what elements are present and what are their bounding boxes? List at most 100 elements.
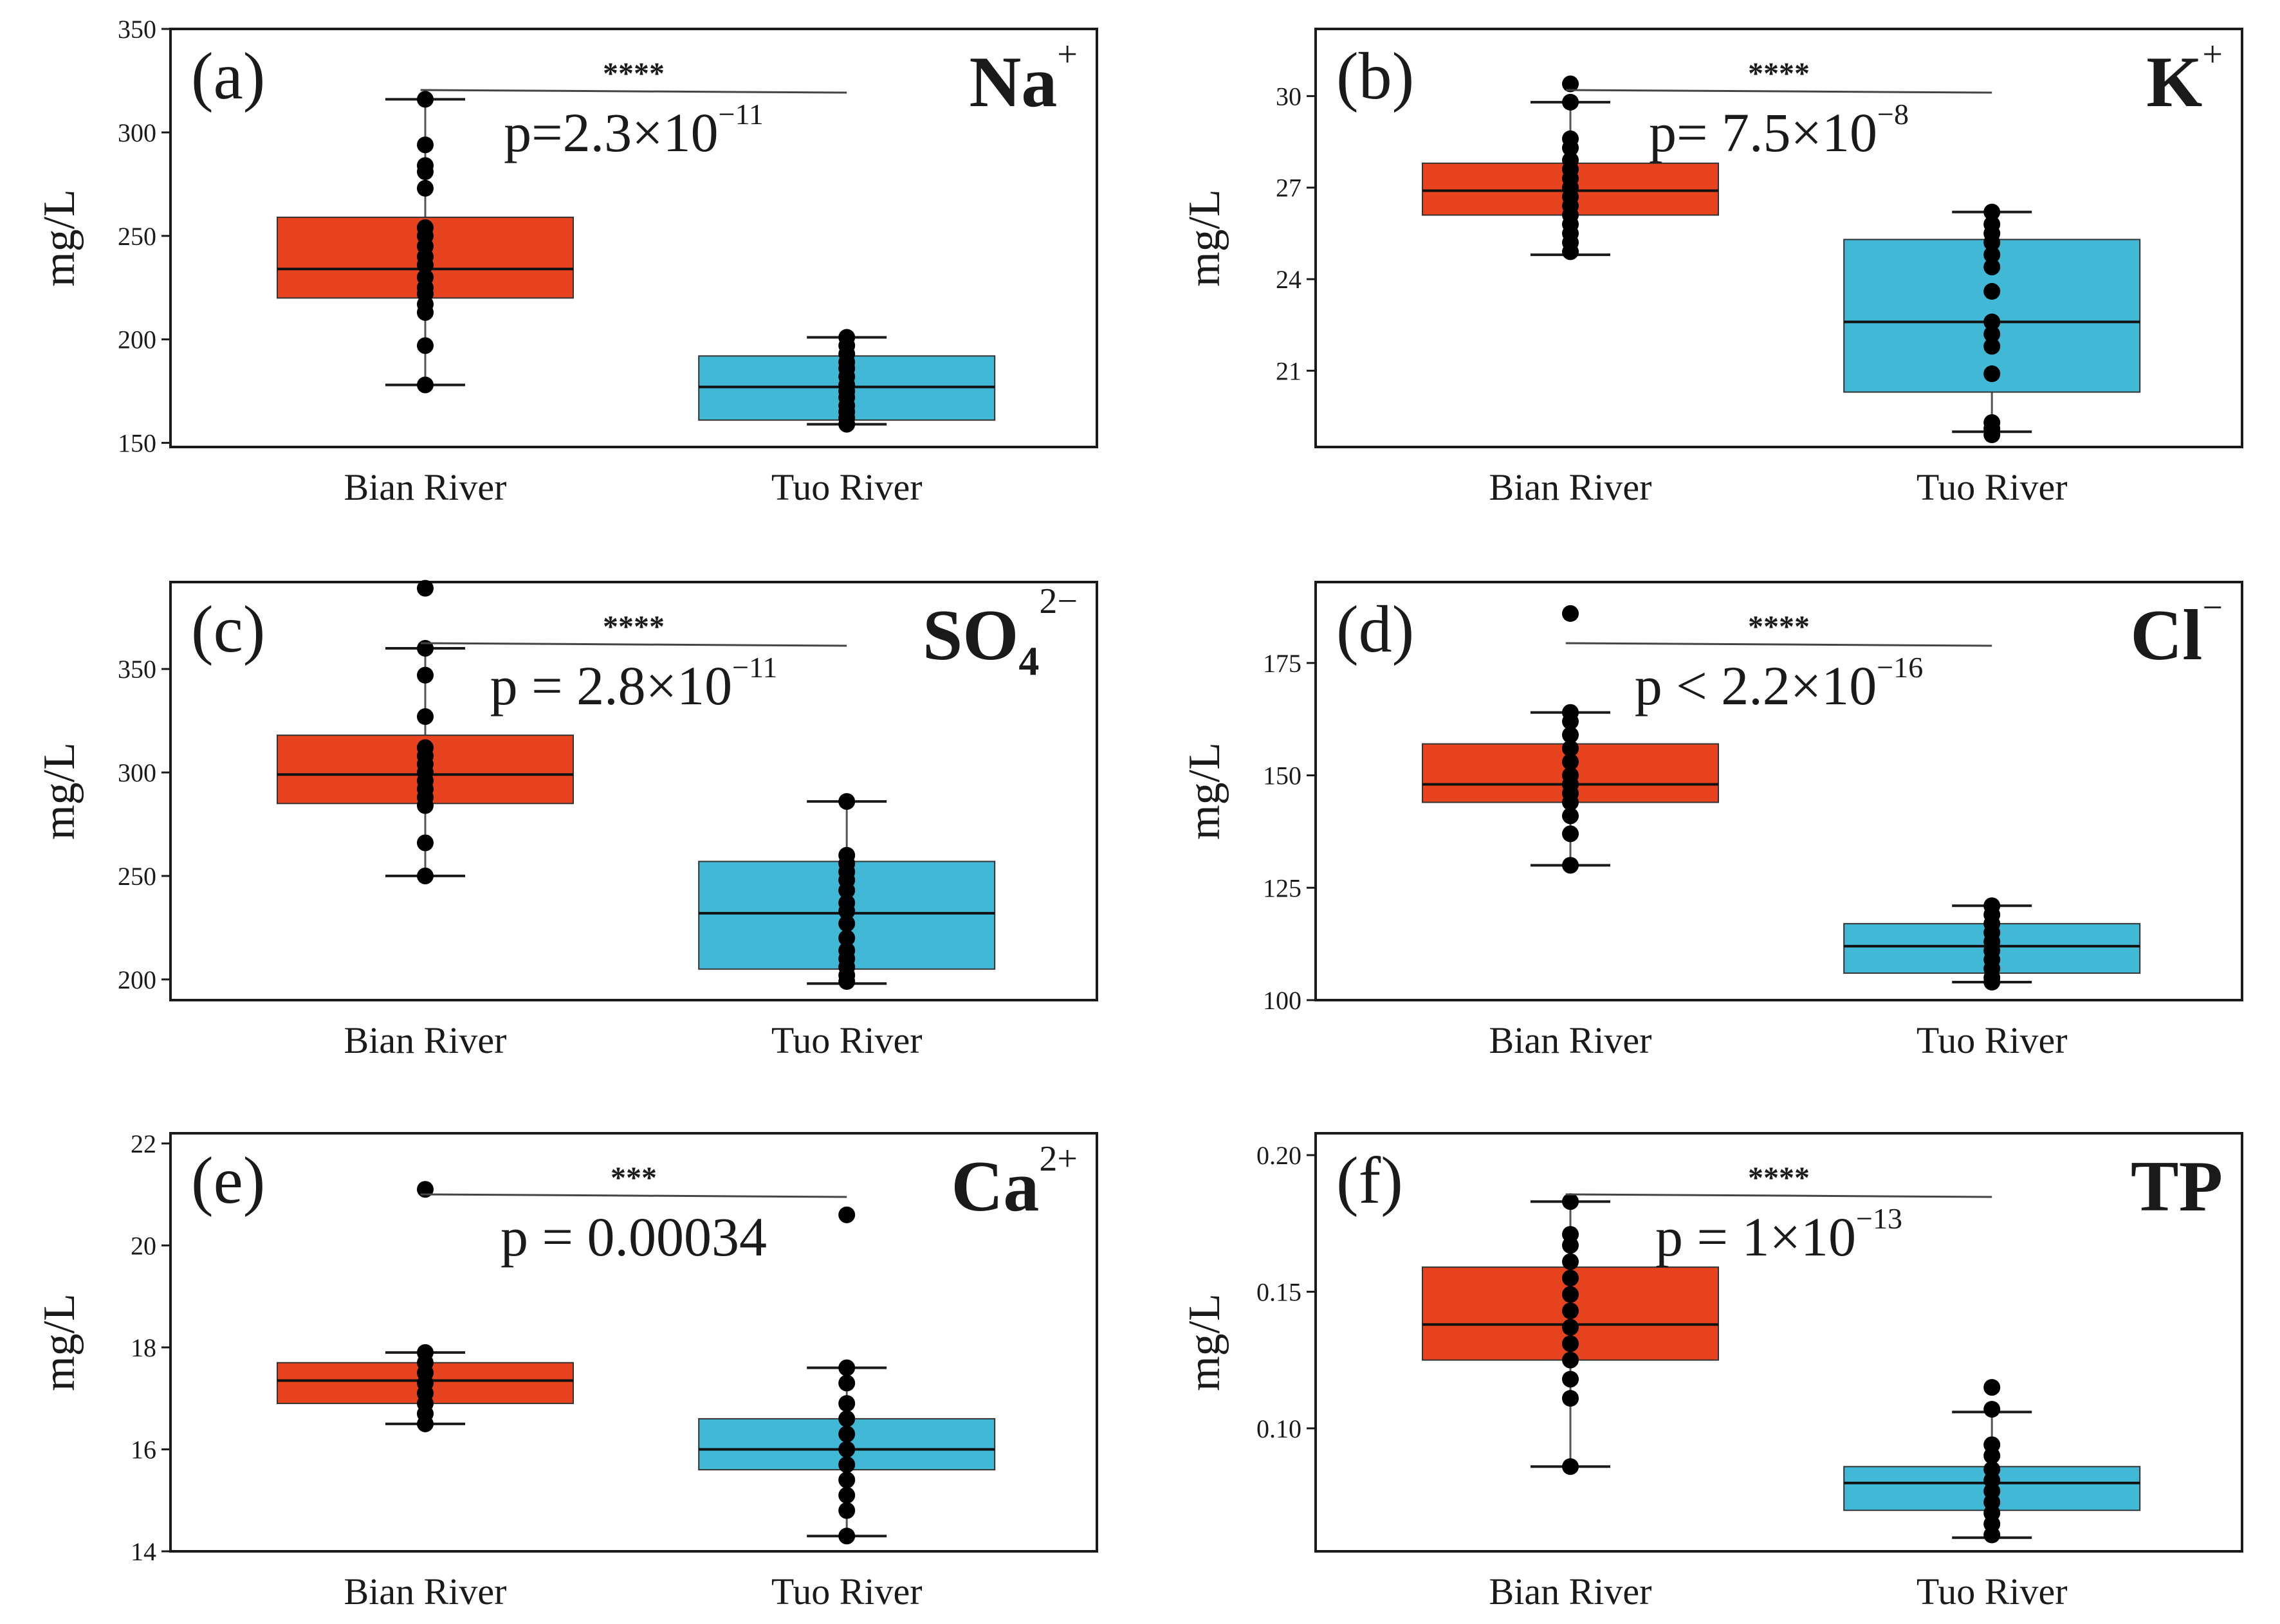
data-point — [1562, 1458, 1579, 1475]
data-point — [417, 376, 434, 394]
box-tuo-river — [698, 329, 996, 433]
data-point — [838, 1472, 856, 1489]
panel-label: (f) — [1336, 1144, 1403, 1218]
x-category-label: Bian River — [1489, 466, 1652, 508]
y-tick-label: 350 — [118, 655, 156, 684]
data-point — [1562, 807, 1579, 825]
p-value-exponent: −11 — [719, 98, 764, 131]
significance-bar — [420, 89, 847, 94]
y-tick-label: 27 — [1276, 174, 1301, 203]
y-tick-label: 125 — [1263, 873, 1301, 902]
panel-d: 100 125 150 175 mg/L Bian River Tuo River (d) Cl… — [1180, 581, 2243, 1061]
box-bian-river — [1422, 75, 1719, 260]
significance-bar — [1565, 89, 1992, 94]
ion-base: Na — [970, 42, 1058, 122]
p-value-exponent: −11 — [732, 651, 777, 684]
y-axis-title: mg/L — [35, 189, 84, 287]
y-tick-label: 200 — [118, 965, 156, 994]
x-category-label: Tuo River — [1917, 466, 2068, 508]
significance-bar — [1565, 1193, 1992, 1198]
y-axis-title: mg/L — [1180, 742, 1229, 840]
data-point — [1562, 1371, 1579, 1388]
data-point — [838, 1395, 856, 1412]
x-category-label: Bian River — [1489, 1571, 1652, 1612]
ion-base: Cl — [2130, 596, 2202, 675]
data-point — [1562, 1390, 1579, 1407]
y-tick-label: 16 — [131, 1435, 156, 1464]
significance-bar — [420, 642, 847, 647]
data-point — [1562, 857, 1579, 874]
y-tick-label: 100 — [1263, 986, 1301, 1015]
panel-label: (a) — [191, 39, 265, 113]
significance-bar — [1565, 642, 1992, 647]
box-tuo-river — [1843, 1379, 2141, 1544]
ion-label: TP — [2131, 1147, 2223, 1227]
y-tick-label: 175 — [1263, 649, 1301, 678]
box-tuo-river — [1843, 203, 2141, 444]
data-point — [1983, 313, 2001, 331]
p-value-exponent: −16 — [1877, 651, 1923, 684]
y-tick-label: 250 — [118, 862, 156, 891]
ion-superscript: + — [2202, 35, 2223, 75]
data-point — [838, 1528, 856, 1545]
x-category-label: Bian River — [344, 1019, 507, 1061]
data-point — [1562, 1302, 1579, 1320]
data-point — [417, 337, 434, 354]
significance-stars: **** — [1748, 610, 1810, 644]
y-tick-label: 350 — [118, 15, 156, 44]
ion-base: K — [2146, 42, 2202, 122]
data-point — [417, 304, 434, 321]
y-tick-label: 250 — [118, 222, 156, 251]
x-category-label: Tuo River — [771, 1571, 923, 1612]
p-value-base: p = 1×10 — [1655, 1206, 1856, 1268]
x-category-label: Tuo River — [771, 1019, 923, 1061]
data-point — [1983, 1526, 2001, 1544]
y-tick-label: 150 — [118, 429, 156, 458]
box-tuo-river — [1843, 897, 2141, 991]
p-value-exponent: −13 — [1856, 1202, 1902, 1235]
data-point — [1562, 1286, 1579, 1303]
data-point — [838, 793, 856, 810]
data-point — [838, 973, 856, 990]
data-point — [1983, 283, 2001, 300]
significance-stars: **** — [1748, 57, 1810, 91]
p-value: p = 2.8×10−11 — [490, 651, 778, 716]
ion-label: Na+ — [970, 35, 1078, 122]
y-tick-label: 0.15 — [1256, 1277, 1301, 1306]
y-axis-title: mg/L — [35, 1293, 84, 1391]
data-point — [1562, 740, 1579, 757]
data-point — [838, 915, 856, 932]
p-value: p < 2.2×10−16 — [1635, 651, 1923, 716]
ion-base: TP — [2131, 1147, 2223, 1227]
ion-subscript: 4 — [1018, 638, 1039, 684]
y-tick-label: 200 — [118, 325, 156, 354]
y-tick-label: 24 — [1276, 265, 1301, 294]
y-tick-label: 150 — [1263, 762, 1301, 790]
y-axis-title: mg/L — [1180, 189, 1229, 287]
data-point — [1562, 1351, 1579, 1369]
data-point — [1562, 825, 1579, 843]
data-point — [1983, 325, 2001, 343]
data-point — [1983, 974, 2001, 991]
ion-base: Ca — [952, 1147, 1040, 1227]
box-bian-river — [277, 579, 574, 884]
data-point — [1983, 426, 2001, 444]
data-point — [1983, 203, 2001, 221]
y-tick-label: 21 — [1276, 356, 1301, 385]
data-point — [417, 256, 434, 273]
p-value: p= 7.5×10−8 — [1649, 98, 1909, 163]
data-point — [838, 929, 856, 947]
y-tick-label: 0.20 — [1256, 1141, 1301, 1170]
box-bian-river — [277, 91, 574, 394]
box-tuo-river — [698, 1206, 996, 1545]
significance-bar — [420, 1193, 847, 1198]
x-category-label: Tuo River — [771, 466, 923, 508]
p-value-base: p = 2.8×10 — [490, 655, 733, 716]
ion-superscript: + — [1057, 35, 1078, 75]
box-tuo-river — [698, 793, 996, 990]
data-point — [1562, 1270, 1579, 1287]
x-category-label: Bian River — [1489, 1019, 1652, 1061]
box-bian-river — [277, 1181, 574, 1432]
data-point — [1562, 794, 1579, 811]
panel-frame — [1314, 581, 2243, 1001]
